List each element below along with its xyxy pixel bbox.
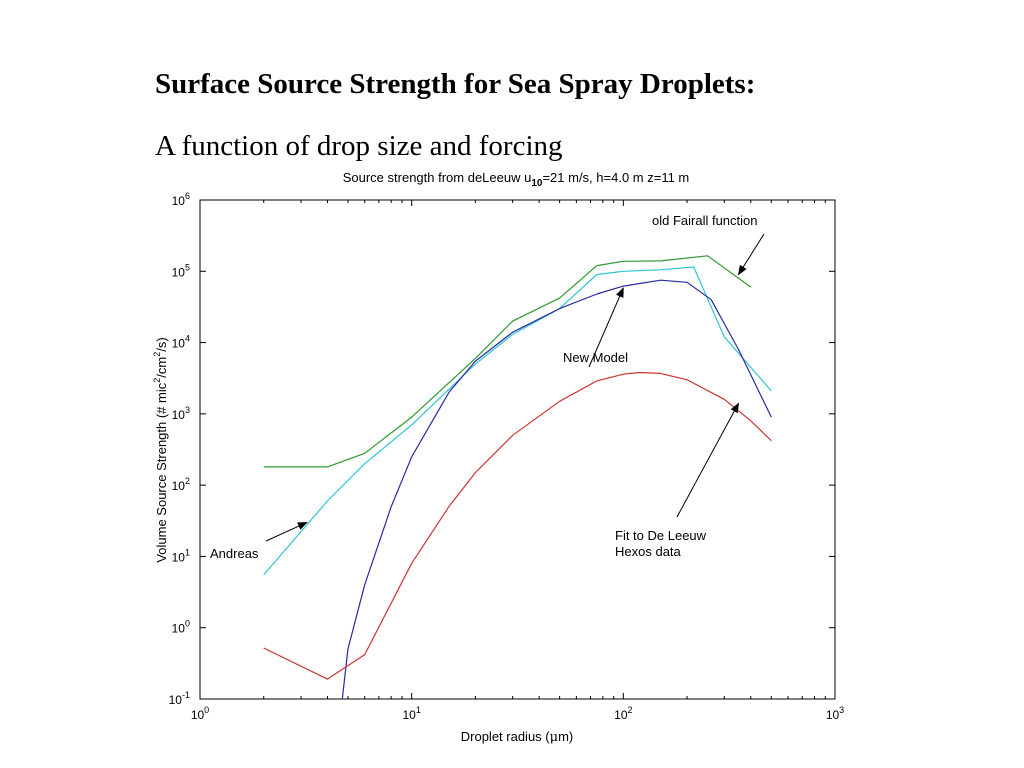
y-axis-label: Volume Source Strength (# mic2/cm2/s) bbox=[152, 337, 169, 562]
x-tick-label: 102 bbox=[614, 705, 632, 722]
series-lines bbox=[263, 255, 772, 699]
y-tick-label: 102 bbox=[172, 476, 190, 493]
annotation-label: Fit to De Leeuw bbox=[615, 528, 707, 543]
y-tick-label: 103 bbox=[172, 405, 190, 422]
annotation-label: New Model bbox=[563, 350, 628, 365]
annotation-label: old Fairall function bbox=[652, 213, 758, 228]
y-axis-ticks: 10-1 100 101 102 103 104 105 106 bbox=[169, 191, 835, 707]
series-line-0 bbox=[263, 255, 752, 468]
series-line-3 bbox=[263, 371, 772, 680]
chart-title-post: =21 m/s, h=4.0 m z=11 m bbox=[542, 170, 689, 185]
x-tick-label: 100 bbox=[191, 705, 209, 722]
y-tick-label: 106 bbox=[172, 191, 190, 208]
annotation-arrow bbox=[588, 287, 624, 368]
y-tick-label: 100 bbox=[172, 619, 190, 636]
annotation-label: Andreas bbox=[210, 546, 259, 561]
annotation-arrow bbox=[676, 402, 739, 518]
annotation-arrow bbox=[265, 521, 308, 542]
x-tick-label: 103 bbox=[826, 705, 844, 722]
chart-title-pre: Source strength from deLeeuw u bbox=[343, 170, 532, 185]
annotation-label-line2: Hexos data bbox=[615, 544, 682, 559]
x-axis-label: Droplet radius (μm) bbox=[461, 729, 574, 745]
chart-title: Source strength from deLeeuw u10=21 m/s,… bbox=[343, 170, 690, 189]
chart-title-subscript: 10 bbox=[531, 178, 543, 189]
y-tick-label: 105 bbox=[172, 262, 190, 279]
slide-title: Surface Source Strength for Sea Spray Dr… bbox=[155, 68, 756, 100]
series-line-2 bbox=[341, 279, 772, 699]
y-tick-label: 104 bbox=[172, 334, 190, 351]
y-tick-label: 101 bbox=[172, 547, 190, 564]
x-tick-label: 101 bbox=[402, 705, 420, 722]
slide-subtitle: A function of drop size and forcing bbox=[155, 130, 563, 162]
x-axis-ticks: 100 101 102 103 bbox=[191, 200, 844, 722]
plot-area bbox=[199, 199, 836, 700]
annotation-arrow bbox=[737, 233, 765, 276]
annotations: old Fairall function New Model Andreas Fit … bbox=[210, 213, 765, 561]
y-tick-label: 10-1 bbox=[169, 690, 190, 707]
